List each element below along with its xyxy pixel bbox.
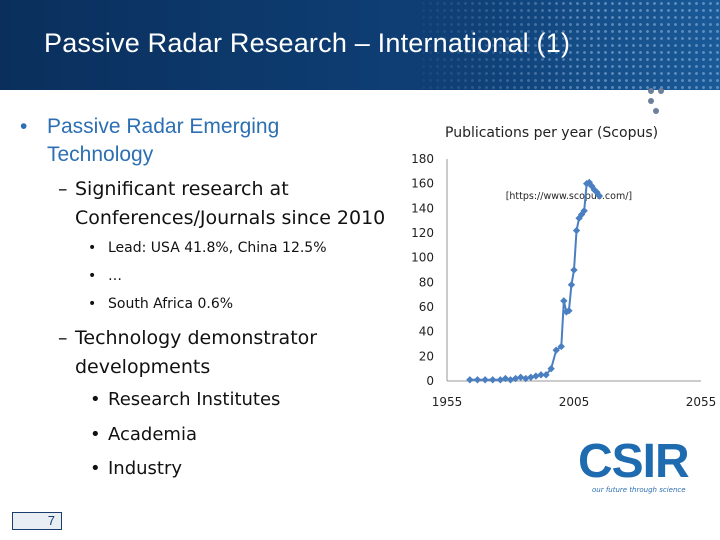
item-academia: Academia [108, 424, 197, 445]
bullet-marker: • [90, 458, 101, 479]
item-industry: Industry [108, 458, 183, 479]
x-tick-label: 2055 [686, 395, 717, 409]
data-point [547, 364, 555, 373]
publications-chart: 180 160 140 120 100 80 60 40 20 0 1955 2005 2055 [htt… [411, 152, 717, 409]
subbullet-demonstrator: Technology demonstrator developments [75, 327, 318, 378]
bullet-marker: • [20, 115, 28, 138]
item-ellipsis: … [108, 268, 122, 284]
x-tick-label: 1955 [432, 395, 463, 409]
y-tick-label: 120 [411, 226, 434, 240]
data-point [595, 192, 604, 200]
subbullet-research: Significant research at Conferences/Jour… [75, 178, 386, 229]
csir-logo: CSIR our future through science [578, 435, 690, 495]
y-tick-label: 20 [419, 349, 434, 363]
slide-title: Passive Radar Research – International (… [44, 28, 571, 58]
bullet-marker: • [90, 424, 101, 445]
item-south-africa: South Africa 0.6% [108, 296, 234, 312]
logo-tagline: our future through science [592, 486, 686, 494]
dash-marker: – [58, 178, 68, 200]
data-point [516, 373, 525, 381]
bullet-marker: • [88, 240, 97, 256]
y-tick-label: 100 [411, 251, 434, 265]
data-point [567, 281, 576, 289]
dot-pattern-fade [400, 0, 720, 90]
data-point [560, 297, 568, 305]
bullet-text: Passive Radar Emerging Technology [47, 115, 280, 166]
source-annotation: [https://www.scopus.com/] [506, 191, 632, 202]
y-tick-label: 160 [411, 177, 434, 191]
bullet-marker: • [88, 268, 97, 284]
item-lead: Lead: USA 41.8%, China 12.5% [108, 240, 327, 256]
data-point [481, 376, 489, 384]
decorative-dots [648, 88, 668, 118]
logo-wordmark: CSIR [578, 435, 690, 488]
y-tick-label: 80 [419, 275, 434, 289]
series-line [469, 181, 601, 381]
data-point [496, 376, 505, 384]
dash-marker: – [58, 327, 68, 349]
item-institutes: Research Institutes [108, 389, 281, 410]
chart-title: Publications per year (Scopus) [445, 125, 659, 141]
data-point [552, 346, 560, 354]
data-point [532, 372, 540, 380]
x-tick-label: 2005 [559, 395, 590, 409]
y-tick-label: 0 [426, 374, 434, 388]
y-tick-label: 40 [419, 325, 434, 339]
data-point [580, 207, 588, 215]
data-point [527, 373, 535, 381]
data-point [537, 371, 545, 379]
bullet-marker: • [88, 296, 97, 312]
data-point [565, 307, 573, 315]
title-banner: Passive Radar Research – International (… [0, 0, 720, 90]
y-tick-label: 140 [411, 201, 434, 215]
page-number: 7 [12, 512, 62, 530]
data-point [466, 376, 474, 384]
data-point [570, 266, 578, 274]
bullet-marker: • [90, 389, 101, 410]
data-point [489, 376, 497, 384]
data-point [473, 376, 482, 384]
data-point [506, 376, 515, 384]
y-tick-label: 60 [419, 300, 434, 314]
data-point [572, 226, 581, 235]
y-tick-label: 180 [411, 152, 434, 166]
